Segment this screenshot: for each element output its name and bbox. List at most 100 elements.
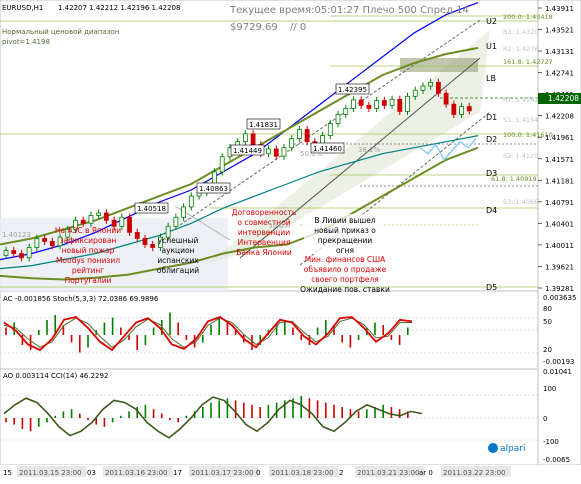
level-labels: U2 U1 LB D1 D2 D3 D4 D5 200.0: 1.43418 R… — [486, 13, 553, 292]
cci-line — [3, 396, 423, 439]
stoch-main-line — [3, 315, 413, 352]
annotation-line: испанских — [157, 256, 199, 265]
candle-body — [435, 81, 441, 94]
candle-body — [351, 99, 356, 109]
candle-body — [26, 247, 32, 259]
ohlc-values: 1.42207 1.42212 1.42196 1.42208 — [58, 4, 180, 12]
candle-body — [289, 138, 295, 149]
candle-body — [49, 241, 55, 247]
candle-body — [451, 103, 457, 115]
annotation-line: новый приказ о — [314, 226, 376, 235]
annotation-line: Ожидание пов. ставки — [300, 285, 390, 294]
u1-label: U1 — [486, 42, 497, 51]
price-axis — [537, 0, 581, 466]
annotation-line: своего портфеля — [311, 275, 379, 284]
price-tick-label: 1.43521 — [545, 27, 574, 35]
ac-axis-label: 20 — [543, 346, 552, 354]
lb-label: LB — [486, 74, 496, 83]
time-label-bg — [103, 466, 173, 477]
current-price-tag — [538, 93, 581, 104]
price-tick-label: 1.40011 — [545, 242, 574, 250]
ac-stoch-indicator: 0.003635 80 50 20 -0.00193 — [0, 294, 576, 366]
candle-body — [19, 253, 24, 259]
alpari-logo-text: alpari — [500, 444, 525, 454]
annotation-bg — [304, 214, 382, 254]
annotation-line: прекращении — [318, 236, 373, 245]
candle-body — [188, 195, 194, 208]
candle-body — [428, 81, 434, 87]
r2-label: R2: 1.4276 — [503, 45, 539, 53]
candle-body — [405, 95, 410, 112]
candle-body — [134, 231, 140, 239]
candle-body — [304, 129, 310, 143]
candle-body — [119, 216, 125, 227]
annotation-line: Мин. финансов США — [305, 255, 386, 264]
time-tick-label: 2011.03.17 23:00 — [191, 469, 253, 477]
d2-label: D2 — [486, 135, 497, 144]
price-tick-label: 1.43131 — [545, 48, 574, 56]
price-tick-label: 1.43911 — [545, 5, 574, 13]
candle-body — [80, 219, 86, 224]
candle-body — [65, 228, 71, 238]
candle-body — [459, 106, 464, 115]
candle-body — [381, 100, 387, 106]
candle-body — [34, 238, 40, 248]
candles-group — [3, 78, 472, 262]
price-tick-label: 1.41571 — [545, 156, 574, 164]
candle-body — [297, 129, 302, 140]
ao-axis-label: 0 — [543, 415, 547, 423]
callout-box-6 — [335, 83, 370, 95]
fib-100-label: 100.0: 1.41610 — [503, 131, 553, 139]
candle-body — [327, 123, 333, 137]
price-tick-label: 1.41961 — [545, 134, 574, 142]
callout-box-5 — [310, 142, 345, 154]
ac-axis-label: 0.003635 — [543, 294, 576, 302]
candle-body — [150, 244, 156, 248]
price-tick-label: 1.41181 — [545, 177, 574, 185]
time-label-bg — [441, 466, 511, 477]
pct-label-2: 38.2% — [358, 146, 381, 154]
annotation-line: Интервенция — [238, 238, 291, 247]
candle-body — [266, 148, 271, 155]
fib-200-label: 200.0: 1.43418 — [503, 13, 553, 21]
pct-label-1: 50.0% — [268, 222, 291, 230]
candle-body — [212, 171, 217, 185]
candle-body — [397, 98, 403, 112]
annotation-line: объявило о продаже — [304, 265, 387, 274]
fib-618-label: 61.8: 1.40919 — [491, 175, 537, 183]
callout-box-4 — [246, 118, 281, 130]
time-label-bg — [355, 466, 425, 477]
d3-label: D3 — [486, 169, 497, 178]
callout-box-2 — [196, 182, 231, 194]
upper-band-line — [0, 2, 479, 261]
ao-axis-label: -0.0065 — [543, 456, 570, 464]
time-label-bg — [269, 466, 339, 477]
candle-body — [250, 133, 256, 146]
ac-axis-label: 50 — [543, 318, 552, 326]
candle-body — [103, 212, 109, 221]
candle-body — [173, 216, 179, 227]
candle-body — [412, 89, 418, 97]
candle-body — [181, 206, 186, 218]
candle-body — [165, 225, 171, 238]
time-axis-labels: 15 2011.03.15 23:00 03 2011.03.16 23:00 17 20… — [3, 466, 511, 477]
r1-label: R1: 1.4242 — [503, 96, 539, 104]
callout-box-1 — [134, 202, 169, 214]
alpari-logo: alpari — [488, 443, 525, 454]
candle-body — [366, 104, 372, 109]
callout-1: 1.40518 — [137, 205, 166, 213]
callout-6: 1.42395 — [338, 86, 367, 94]
callout-4: 1.41831 — [249, 121, 278, 129]
bands-group — [0, 2, 479, 281]
callout-7: 1.40123 — [2, 231, 31, 239]
time-label-bg — [17, 466, 87, 477]
s1-label: S1: 1.4154 — [503, 116, 538, 124]
d4-label: D4 — [486, 206, 497, 215]
candle-body — [219, 156, 225, 173]
candle-body — [57, 236, 63, 247]
balance-value: $9729.69 — [230, 22, 278, 33]
